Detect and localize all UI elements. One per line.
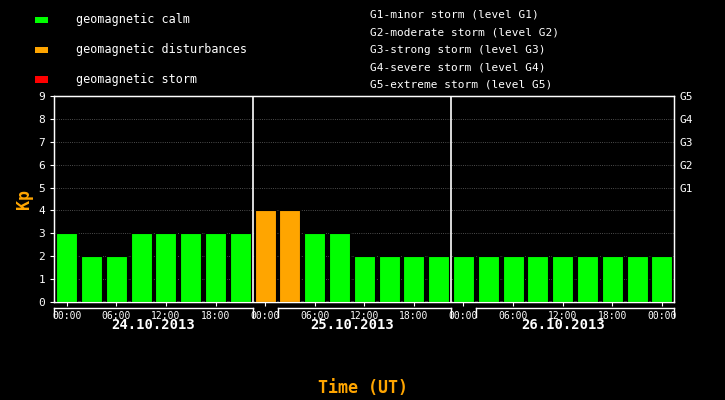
Bar bbox=[478, 256, 499, 302]
Text: geomagnetic calm: geomagnetic calm bbox=[76, 14, 190, 26]
Bar bbox=[527, 256, 548, 302]
Text: G1-minor storm (level G1): G1-minor storm (level G1) bbox=[370, 10, 539, 20]
Text: G3-strong storm (level G3): G3-strong storm (level G3) bbox=[370, 45, 545, 55]
Bar bbox=[428, 256, 450, 302]
Bar bbox=[651, 256, 672, 302]
Bar bbox=[329, 233, 350, 302]
Bar bbox=[57, 233, 78, 302]
Bar bbox=[602, 256, 623, 302]
Bar bbox=[502, 256, 523, 302]
Bar bbox=[304, 233, 326, 302]
Bar bbox=[552, 256, 573, 302]
Bar bbox=[230, 233, 251, 302]
Bar bbox=[279, 210, 300, 302]
Text: G4-severe storm (level G4): G4-severe storm (level G4) bbox=[370, 62, 545, 72]
Bar bbox=[35, 16, 48, 23]
Text: 25.10.2013: 25.10.2013 bbox=[310, 318, 394, 332]
Bar bbox=[181, 233, 202, 302]
Bar bbox=[626, 256, 647, 302]
Bar bbox=[130, 233, 152, 302]
Bar bbox=[155, 233, 176, 302]
Bar bbox=[378, 256, 399, 302]
Bar bbox=[35, 46, 48, 53]
Text: 24.10.2013: 24.10.2013 bbox=[112, 318, 196, 332]
Bar bbox=[577, 256, 598, 302]
Bar bbox=[254, 210, 276, 302]
Text: geomagnetic storm: geomagnetic storm bbox=[76, 73, 197, 86]
Bar bbox=[35, 76, 48, 83]
Text: G5-extreme storm (level G5): G5-extreme storm (level G5) bbox=[370, 80, 552, 90]
Bar bbox=[205, 233, 226, 302]
Bar bbox=[403, 256, 424, 302]
Bar bbox=[81, 256, 102, 302]
Text: geomagnetic disturbances: geomagnetic disturbances bbox=[76, 43, 247, 56]
Bar bbox=[354, 256, 375, 302]
Y-axis label: Kp: Kp bbox=[15, 189, 33, 209]
Text: Time (UT): Time (UT) bbox=[318, 379, 407, 397]
Text: 26.10.2013: 26.10.2013 bbox=[521, 318, 605, 332]
Text: G2-moderate storm (level G2): G2-moderate storm (level G2) bbox=[370, 27, 559, 37]
Bar bbox=[453, 256, 474, 302]
Bar bbox=[106, 256, 127, 302]
